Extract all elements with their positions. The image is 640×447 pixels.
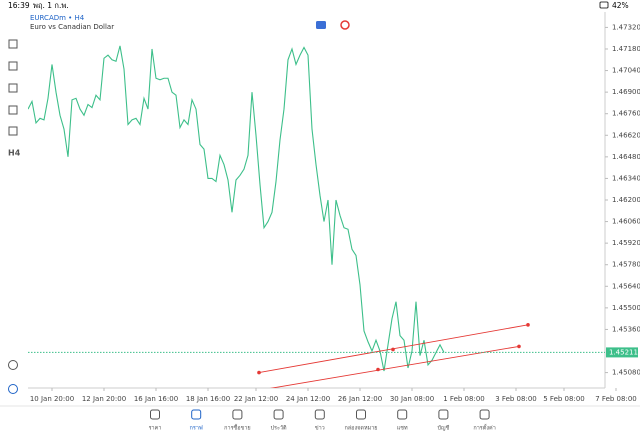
status-date: พฤ. 1 ก.พ. (33, 1, 69, 10)
x-tick-label: 7 Feb 08:00 (595, 395, 636, 403)
current-price-label: 1.45211 (609, 348, 638, 356)
nav-label[interactable]: ราคา (149, 426, 162, 432)
nav-icon[interactable] (479, 409, 490, 420)
functions-tool[interactable] (8, 105, 18, 115)
y-tick-label: 1.45780 (612, 261, 640, 269)
x-tick-label: 12 Jan 20:00 (82, 395, 126, 403)
x-tick-label: 26 Jan 12:00 (338, 395, 382, 403)
plot-area (28, 45, 530, 388)
nav-label[interactable]: กราฟ (190, 425, 203, 432)
battery-icon (599, 1, 609, 9)
y-tick-label: 1.46200 (612, 196, 640, 204)
x-tick-label: 22 Jan 12:00 (234, 395, 278, 403)
x-tick-label: 3 Feb 08:00 (495, 395, 536, 403)
nav-icon[interactable] (150, 409, 160, 420)
nav-label[interactable]: บัญชี (437, 425, 449, 432)
trendline-anchor (526, 323, 530, 327)
y-tick-label: 1.47040 (612, 67, 640, 75)
x-tick-label: 16 Jan 16:00 (134, 395, 178, 403)
symbol-subtitle: Euro vs Canadian Dollar (30, 23, 114, 31)
y-tick-label: 1.46340 (612, 174, 640, 182)
nav-icon[interactable] (232, 409, 243, 420)
symbol-title[interactable]: EURCADm • H4 (30, 14, 85, 22)
trendline-anchor (376, 367, 380, 372)
indicator-icon[interactable] (340, 20, 350, 30)
x-tick-label: 10 Jan 20:00 (30, 395, 74, 403)
chart-type-tool[interactable] (8, 61, 18, 71)
status-time: 16:39 (8, 1, 30, 10)
timeframe-button[interactable]: H4 (8, 149, 21, 158)
nav-icon[interactable] (273, 409, 284, 420)
x-tick-label: 18 Jan 16:00 (186, 395, 230, 403)
crosshair-tool[interactable] (8, 39, 18, 49)
trendline-anchor (257, 370, 261, 375)
y-tick-label: 1.46060 (612, 218, 640, 226)
x-tick-label: 5 Feb 08:00 (543, 395, 584, 403)
y-tick-label: 1.47320 (612, 23, 640, 31)
y-tick-label: 1.47180 (612, 45, 640, 53)
y-tick-label: 1.45080 (612, 369, 640, 377)
status-battery: 42% (612, 1, 629, 10)
nav-icon[interactable] (397, 409, 408, 420)
nav-label[interactable]: ข่าว (315, 426, 325, 432)
y-tick-label: 1.46900 (612, 88, 640, 96)
indicators-tool[interactable] (8, 83, 18, 93)
account-tool[interactable] (8, 384, 18, 394)
nav-icon[interactable] (438, 409, 449, 420)
price-line (28, 45, 445, 372)
y-tick-label: 1.45500 (612, 304, 640, 312)
x-tick-label: 24 Jan 12:00 (286, 395, 330, 403)
trendline-anchor (517, 344, 521, 349)
trendline-anchor (391, 347, 395, 352)
y-tick-label: 1.46760 (612, 110, 640, 118)
current-price-box (606, 347, 638, 358)
nav-label[interactable]: การตั้งค่า (473, 424, 495, 432)
nav-icon[interactable] (314, 409, 325, 420)
x-tick-label: 30 Jan 08:00 (390, 395, 434, 403)
x-tick-label: 1 Feb 08:00 (443, 395, 484, 403)
y-tick-label: 1.45640 (612, 282, 640, 290)
nav-label[interactable]: การซื้อขาย (224, 424, 250, 432)
one-click-icon[interactable] (316, 21, 326, 29)
y-tick-label: 1.46620 (612, 131, 640, 139)
nav-label[interactable]: แชท (397, 425, 408, 432)
nav-icon[interactable] (191, 409, 202, 420)
y-tick-label: 1.45360 (612, 325, 640, 333)
trade-level-tool[interactable] (8, 360, 18, 370)
y-tick-label: 1.45920 (612, 239, 640, 247)
nav-label[interactable]: ประวัติ (271, 425, 287, 432)
nav-icon[interactable] (356, 409, 366, 420)
objects-tool[interactable] (8, 126, 18, 136)
nav-label[interactable]: กล่องจดหมาย (344, 426, 377, 432)
y-tick-label: 1.46480 (612, 153, 640, 161)
